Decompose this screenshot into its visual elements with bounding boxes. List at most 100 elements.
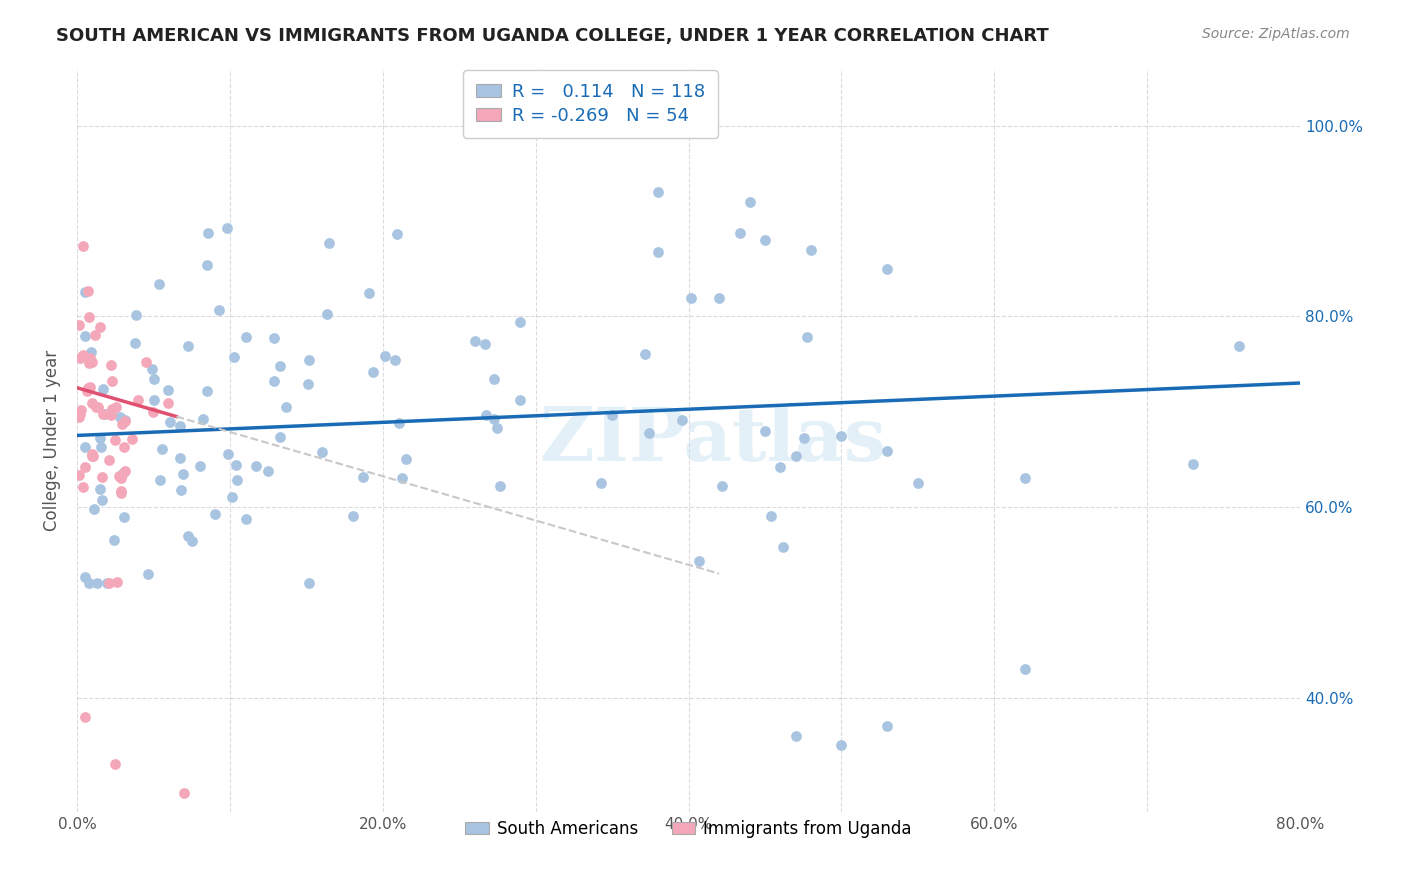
Point [77, 310, 100, 324]
Point [80, 345, 103, 359]
Point [298, 576, 321, 591]
Point [112, 440, 135, 454]
Point [876, 719, 898, 733]
Point [711, 479, 734, 493]
Point [110, 470, 132, 484]
Point [195, 258, 218, 272]
Point [830, 738, 852, 752]
Point [263, 374, 285, 388]
Point [69, 407, 91, 421]
Point [385, 227, 408, 242]
Point [73, 570, 96, 584]
Point [1014, 662, 1036, 676]
Point [136, 567, 159, 582]
Point [1227, 339, 1250, 353]
Point [79, 576, 101, 591]
Point [90, 440, 112, 454]
Point [876, 261, 898, 276]
Point [754, 424, 776, 438]
Point [475, 409, 498, 423]
Point [76, 384, 98, 398]
Point [80, 396, 103, 410]
Point [391, 471, 413, 485]
Point [509, 392, 531, 407]
Point [110, 483, 132, 498]
Point [70, 403, 93, 417]
Point [235, 511, 257, 525]
Point [489, 479, 512, 493]
Point [484, 412, 506, 426]
Point [352, 469, 374, 483]
Point [73, 440, 96, 454]
Point [110, 486, 132, 500]
Point [728, 226, 751, 240]
Point [72, 348, 94, 362]
Point [124, 336, 146, 351]
Point [197, 227, 219, 241]
Point [263, 331, 285, 345]
Point [91, 382, 114, 396]
Point [105, 575, 128, 590]
Point [181, 534, 204, 549]
Point [800, 243, 823, 257]
Point [274, 400, 297, 414]
Point [91, 407, 114, 421]
Point [110, 409, 132, 424]
Point [298, 353, 321, 368]
Text: ZIPatlas: ZIPatlas [540, 404, 887, 476]
Point [738, 194, 761, 209]
Point [143, 372, 166, 386]
Point [235, 329, 257, 343]
Point [110, 471, 132, 485]
Point [67, 318, 90, 332]
Point [135, 355, 157, 369]
Point [82, 355, 104, 369]
Point [127, 393, 149, 408]
Point [67, 467, 90, 482]
Point [77, 285, 100, 299]
Point [101, 374, 124, 388]
Point [177, 528, 200, 542]
Point [830, 429, 852, 443]
Point [191, 412, 214, 426]
Point [707, 292, 730, 306]
Point [772, 540, 794, 554]
Point [141, 405, 163, 419]
Point [172, 467, 194, 481]
Point [681, 291, 703, 305]
Point [245, 458, 267, 473]
Point [157, 383, 180, 397]
Point [188, 458, 211, 473]
Point [73, 709, 96, 723]
Point [82, 449, 104, 463]
Point [156, 395, 179, 409]
Point [94, 407, 117, 421]
Point [688, 554, 710, 568]
Point [217, 447, 239, 461]
Point [72, 239, 94, 253]
Point [125, 308, 148, 322]
Point [647, 244, 669, 259]
Point [1014, 471, 1036, 485]
Point [77, 381, 100, 395]
Point [104, 400, 127, 414]
Text: Source: ZipAtlas.com: Source: ZipAtlas.com [1202, 27, 1350, 41]
Point [342, 509, 364, 524]
Point [769, 459, 792, 474]
Point [876, 444, 898, 458]
Point [785, 729, 807, 743]
Point [89, 320, 111, 334]
Point [73, 329, 96, 343]
Point [269, 430, 291, 444]
Point [195, 384, 218, 398]
Point [72, 480, 94, 494]
Point [221, 490, 243, 504]
Point [80, 449, 103, 463]
Point [647, 186, 669, 200]
Point [297, 377, 319, 392]
Point [114, 414, 136, 428]
Point [79, 351, 101, 366]
Point [634, 346, 657, 360]
Point [101, 402, 124, 417]
Legend: South Americans, Immigrants from Uganda: South Americans, Immigrants from Uganda [458, 814, 918, 845]
